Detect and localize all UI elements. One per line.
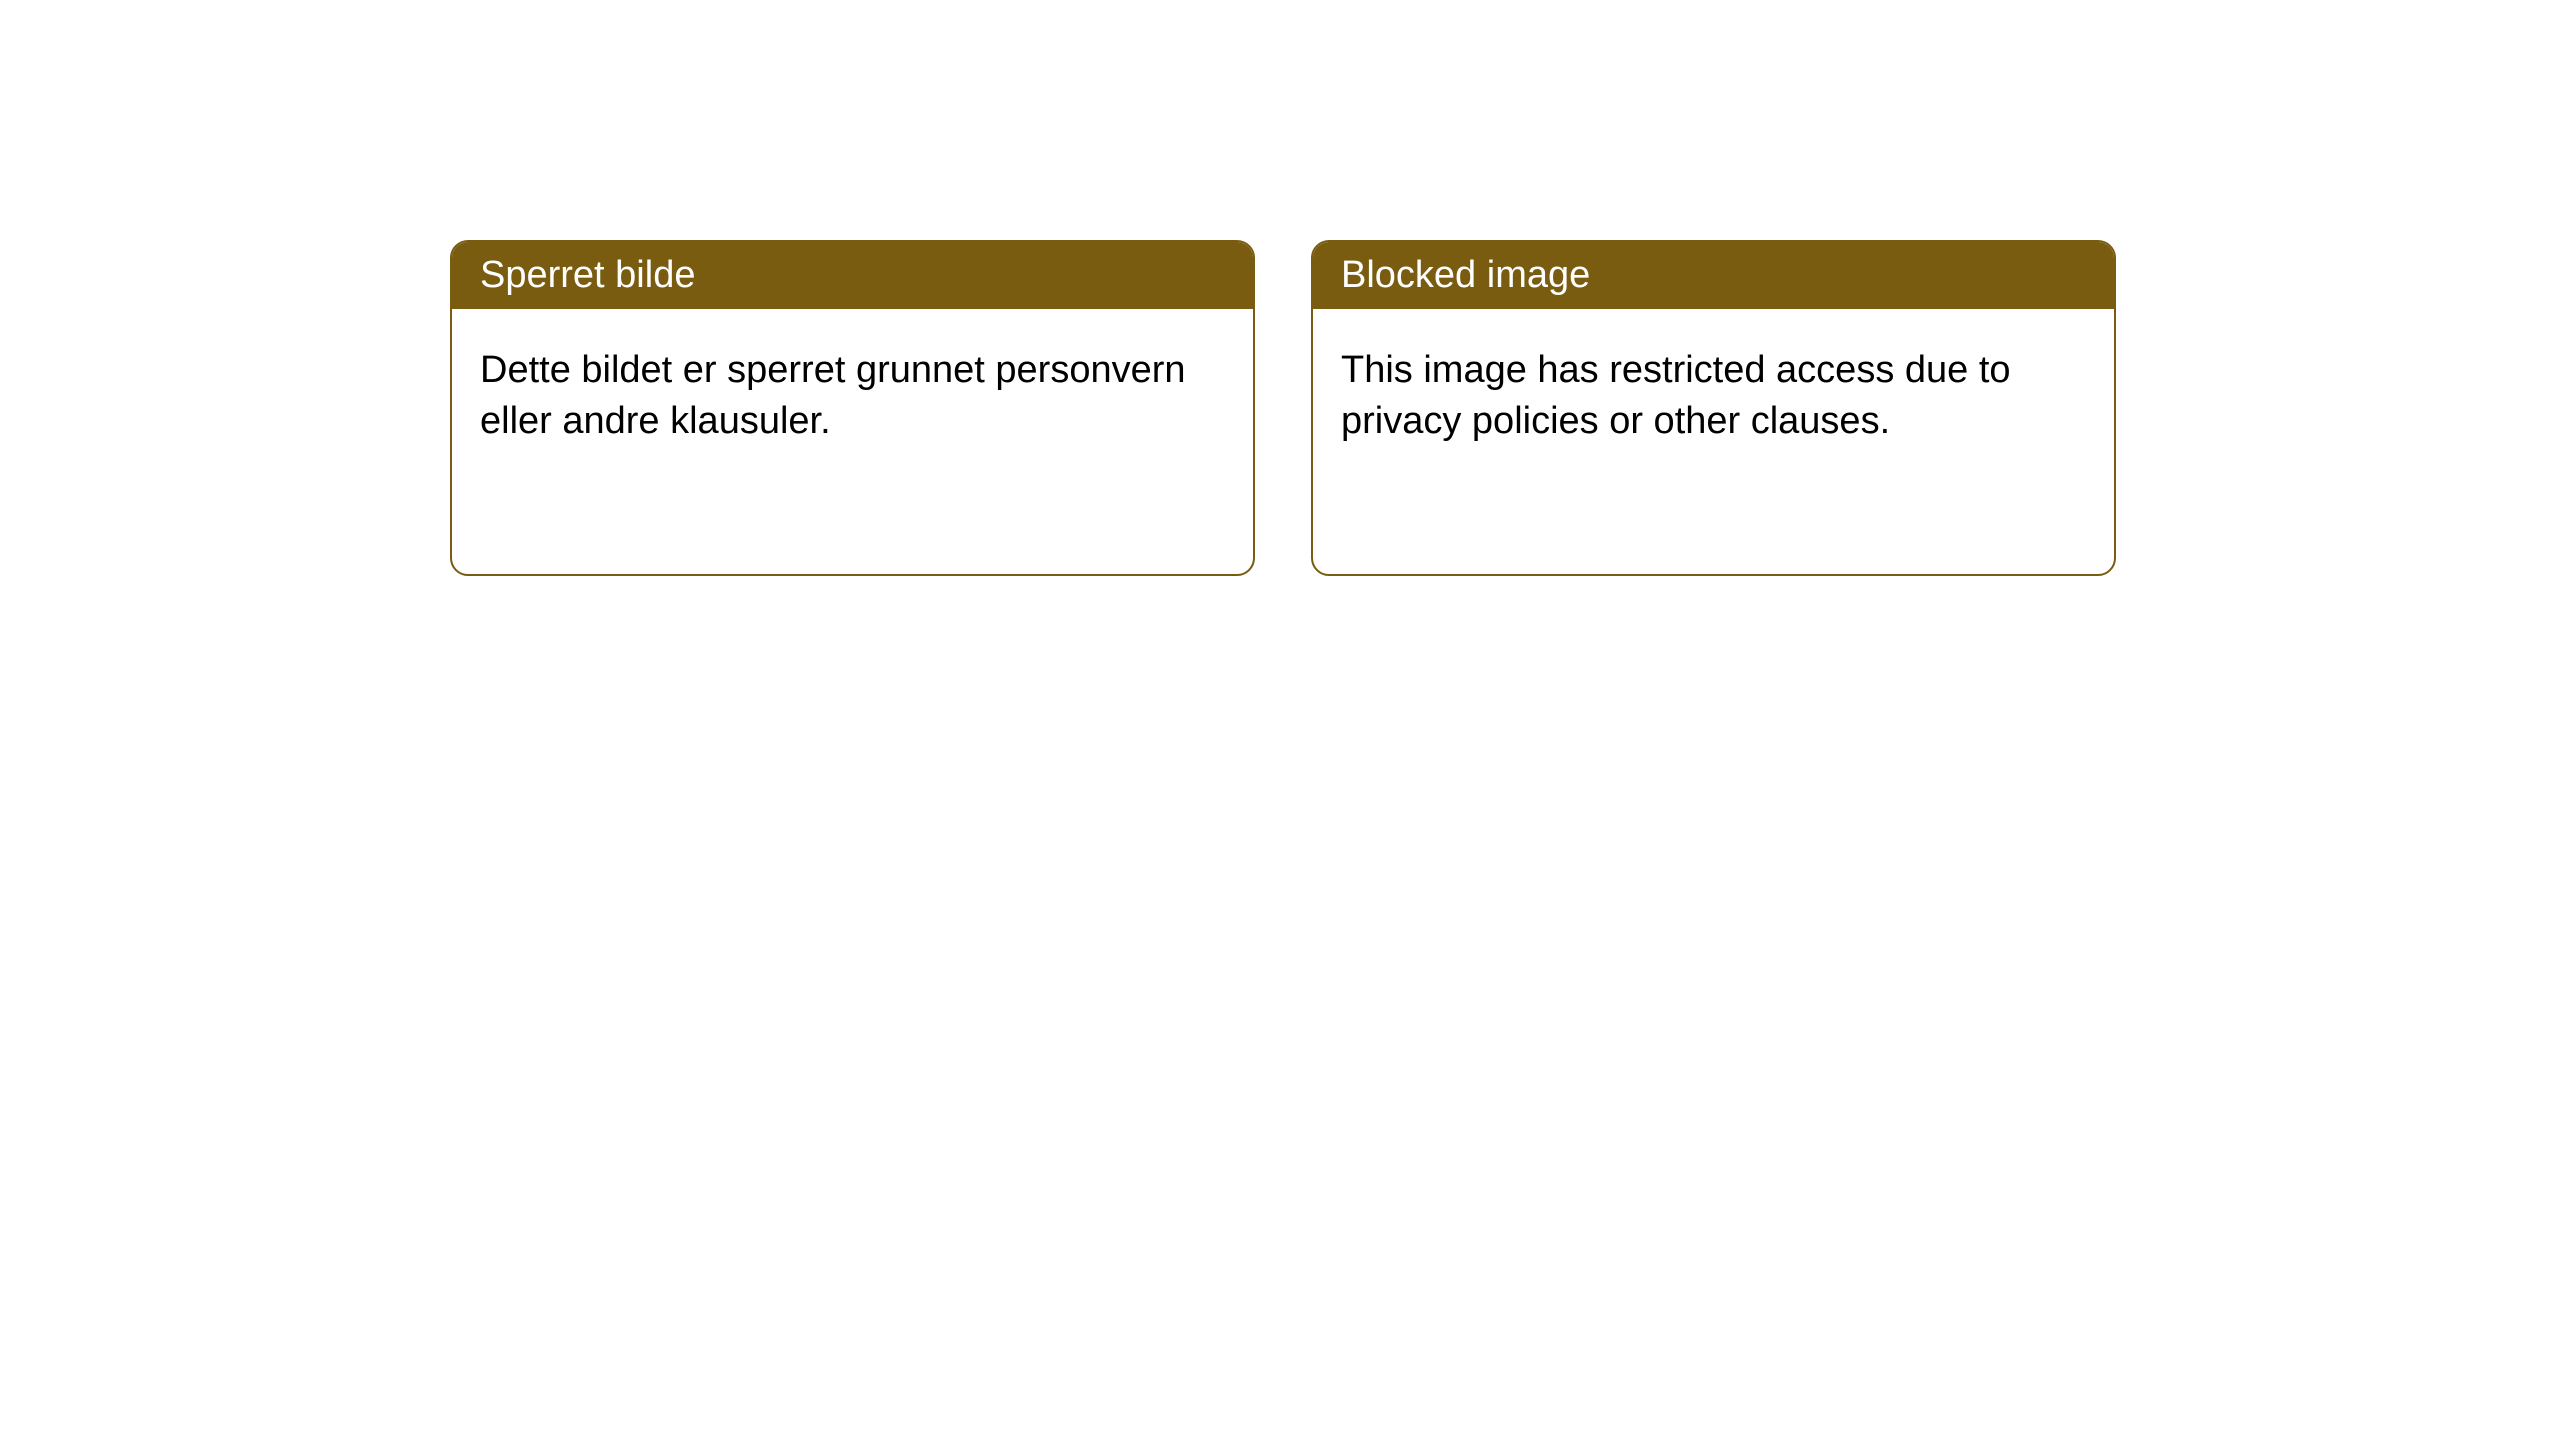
blocked-image-card-en: Blocked image This image has restricted … [1311,240,2116,576]
blocked-image-card-no: Sperret bilde Dette bildet er sperret gr… [450,240,1255,576]
card-title-no: Sperret bilde [480,254,695,296]
card-text-en: This image has restricted access due to … [1341,349,2011,442]
card-body-no: Dette bildet er sperret grunnet personve… [452,309,1253,484]
card-text-no: Dette bildet er sperret grunnet personve… [480,349,1186,442]
card-header-en: Blocked image [1313,242,2114,309]
cards-container: Sperret bilde Dette bildet er sperret gr… [450,240,2116,576]
card-title-en: Blocked image [1341,254,1590,296]
card-header-no: Sperret bilde [452,242,1253,309]
card-body-en: This image has restricted access due to … [1313,309,2114,484]
